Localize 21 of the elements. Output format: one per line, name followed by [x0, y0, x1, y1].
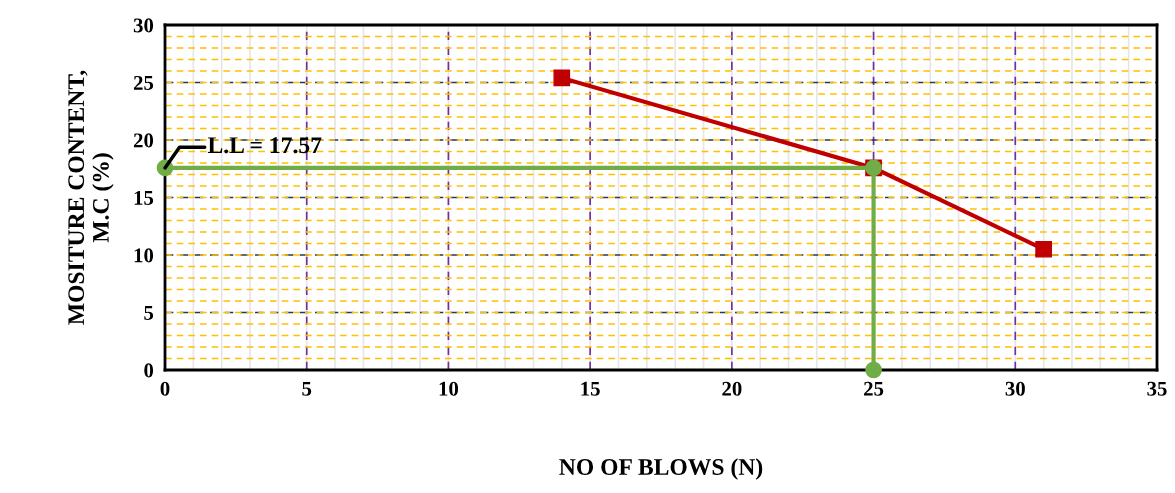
y-tick-label: 25 — [133, 75, 154, 90]
x-tick-label: 30 — [1005, 381, 1025, 396]
y-axis-title: MOSITURE CONTENT, M.C (%) — [68, 70, 114, 325]
y-tick-label: 15 — [134, 190, 154, 205]
point — [553, 69, 571, 87]
x-tick-label: 0 — [160, 381, 170, 396]
x-tick-label: 5 — [302, 381, 312, 396]
annotation: L.L = 17.57 — [207, 137, 322, 154]
x-tick-label: 15 — [581, 381, 600, 396]
y-tick-label: 5 — [144, 306, 154, 320]
x-axis-title: NO OF BLOWS (N) — [559, 458, 763, 480]
x-tick-label: 35 — [1147, 381, 1167, 396]
y-tick-label: 0 — [144, 363, 154, 378]
y-tick-label: 10 — [134, 248, 154, 263]
y-tick-label: 30 — [133, 18, 154, 33]
point — [865, 361, 882, 379]
x-tick-label: 10 — [439, 381, 459, 396]
x-tick-label: 20 — [722, 381, 742, 396]
y-tick-label: 20 — [133, 133, 154, 148]
point — [1035, 240, 1052, 258]
x-tick-label: 25 — [864, 381, 884, 396]
